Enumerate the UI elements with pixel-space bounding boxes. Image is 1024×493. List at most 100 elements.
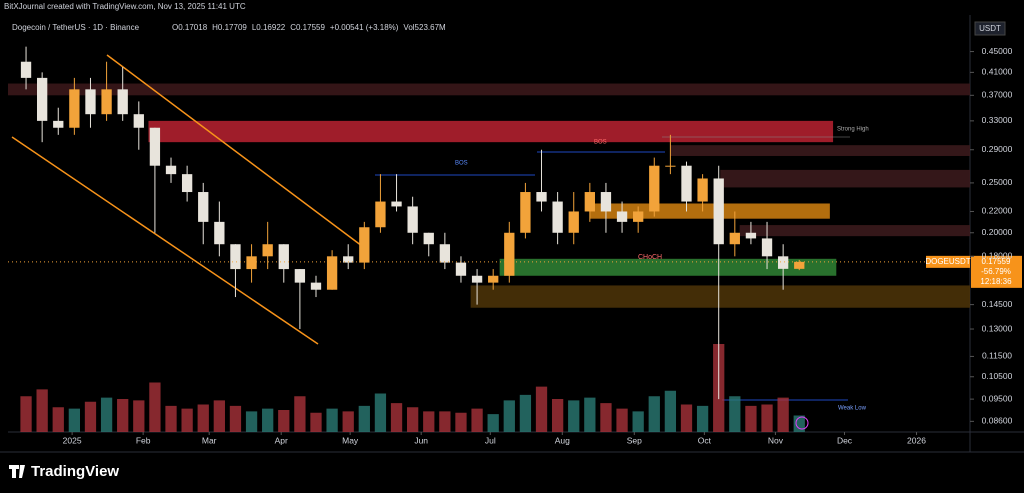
candle-body — [649, 165, 660, 212]
ohlc-value: Vol523.67M — [403, 23, 446, 32]
volume-bar — [358, 405, 370, 432]
volume-bar — [471, 408, 483, 432]
zone — [8, 83, 970, 96]
brand: TradingView — [31, 463, 119, 480]
volume-bar — [117, 399, 129, 432]
x-tick-label: Aug — [555, 435, 570, 445]
ohlc-value: H0.17709 — [212, 23, 247, 32]
volume-bar — [745, 405, 757, 432]
volume-bar — [551, 399, 564, 432]
volume-bar — [584, 397, 596, 432]
price-tag-box — [971, 255, 1022, 288]
candle-body — [407, 206, 418, 233]
volume-bar — [294, 396, 306, 432]
volume-bar — [84, 401, 97, 432]
candle-body — [278, 244, 289, 270]
y-tick-label: 0.45000 — [982, 46, 1013, 56]
candle-body — [600, 192, 612, 212]
candle-body — [697, 178, 708, 202]
volume-bar — [100, 397, 113, 432]
price-tag: DOGEUSDT 0.17559-56.79%12:18:36 — [8, 255, 1022, 288]
candle-body — [117, 89, 128, 115]
y-tick-label: 0.11500 — [982, 351, 1012, 361]
y-tick-label: 0.09500 — [982, 393, 1013, 403]
candles — [20, 46, 805, 400]
volume-bar — [535, 386, 548, 432]
x-tick-label: Oct — [698, 435, 712, 445]
volume-bar — [793, 415, 805, 432]
volume-bar — [407, 407, 419, 432]
candle-body — [777, 256, 789, 269]
candle-body — [149, 127, 161, 166]
candle-body — [246, 256, 257, 270]
volume-bar — [374, 393, 387, 432]
candle-body — [326, 256, 338, 290]
volume-bar — [342, 411, 354, 432]
candle-body — [101, 89, 112, 115]
y-tick-label: 0.33000 — [982, 115, 1013, 125]
candle-body — [745, 232, 757, 239]
y-tick-label: 0.14500 — [982, 299, 1013, 309]
ohlc-value: L0.16922 — [252, 23, 286, 32]
candle-body — [471, 275, 483, 283]
candle-body — [375, 201, 386, 228]
y-tick-label: 0.13000 — [982, 323, 1013, 333]
zones — [8, 83, 970, 308]
candle-body — [633, 211, 644, 222]
symbol-tag-text: DOGEUSDT — [925, 257, 970, 266]
volume-bar — [52, 407, 64, 432]
x-tick-label: Nov — [768, 435, 784, 445]
candle-body — [214, 221, 225, 245]
symbol-tag — [926, 255, 970, 268]
x-tick-label: May — [342, 435, 359, 445]
event-icon[interactable] — [795, 416, 809, 430]
volume-bar — [197, 404, 209, 432]
candle-body — [616, 211, 628, 222]
volume-bar — [696, 405, 709, 432]
candle-body — [761, 238, 773, 257]
candle-body — [391, 201, 402, 207]
volume-bar — [777, 397, 789, 432]
candle-body — [665, 165, 676, 167]
x-tick-label: Jul — [485, 435, 496, 445]
volume-bar — [390, 403, 403, 432]
volume-bar — [423, 411, 435, 432]
volume-bar — [310, 412, 322, 432]
x-tick-label: 2026 — [907, 435, 926, 445]
candle-body — [36, 77, 48, 121]
annotation: BOS — [455, 161, 468, 167]
candle-body — [198, 192, 209, 222]
volume — [20, 344, 805, 432]
zone — [720, 169, 970, 188]
volume-bar — [133, 400, 145, 432]
price-tag-countdown: 12:18:36 — [980, 277, 1012, 286]
ohlc: O0.17018 H0.17709 L0.16922 C0.17559 +0.00541… — [172, 23, 446, 32]
y-tick-label: 0.08600 — [982, 416, 1013, 426]
candle-body — [423, 232, 434, 245]
volume-bar — [213, 400, 225, 432]
candle-body — [85, 89, 96, 115]
candle-body — [359, 227, 370, 263]
volume-bar — [245, 411, 258, 432]
volume-bar — [439, 411, 451, 432]
candle-body — [69, 89, 80, 128]
candle-body — [568, 211, 579, 233]
volume-bar — [326, 408, 338, 432]
volume-bar — [262, 408, 274, 432]
x-tick-label: Apr — [275, 435, 288, 445]
credit: BitXJournal created with TradingView.com… — [4, 2, 246, 11]
candle-body — [53, 120, 64, 128]
volume-bar — [632, 411, 644, 432]
x-tick-label: Sep — [627, 435, 642, 445]
volume-bar — [181, 408, 193, 432]
zone — [499, 258, 837, 276]
annotation: Weak Low — [838, 406, 867, 412]
volume-bar — [761, 404, 773, 432]
candle-body — [181, 174, 193, 193]
currency-box[interactable] — [974, 21, 1006, 36]
candle-body — [165, 165, 177, 175]
candle-body — [230, 244, 241, 270]
y-tick-label: 0.20000 — [982, 227, 1013, 237]
ohlc-value: O0.17018 — [172, 23, 208, 32]
